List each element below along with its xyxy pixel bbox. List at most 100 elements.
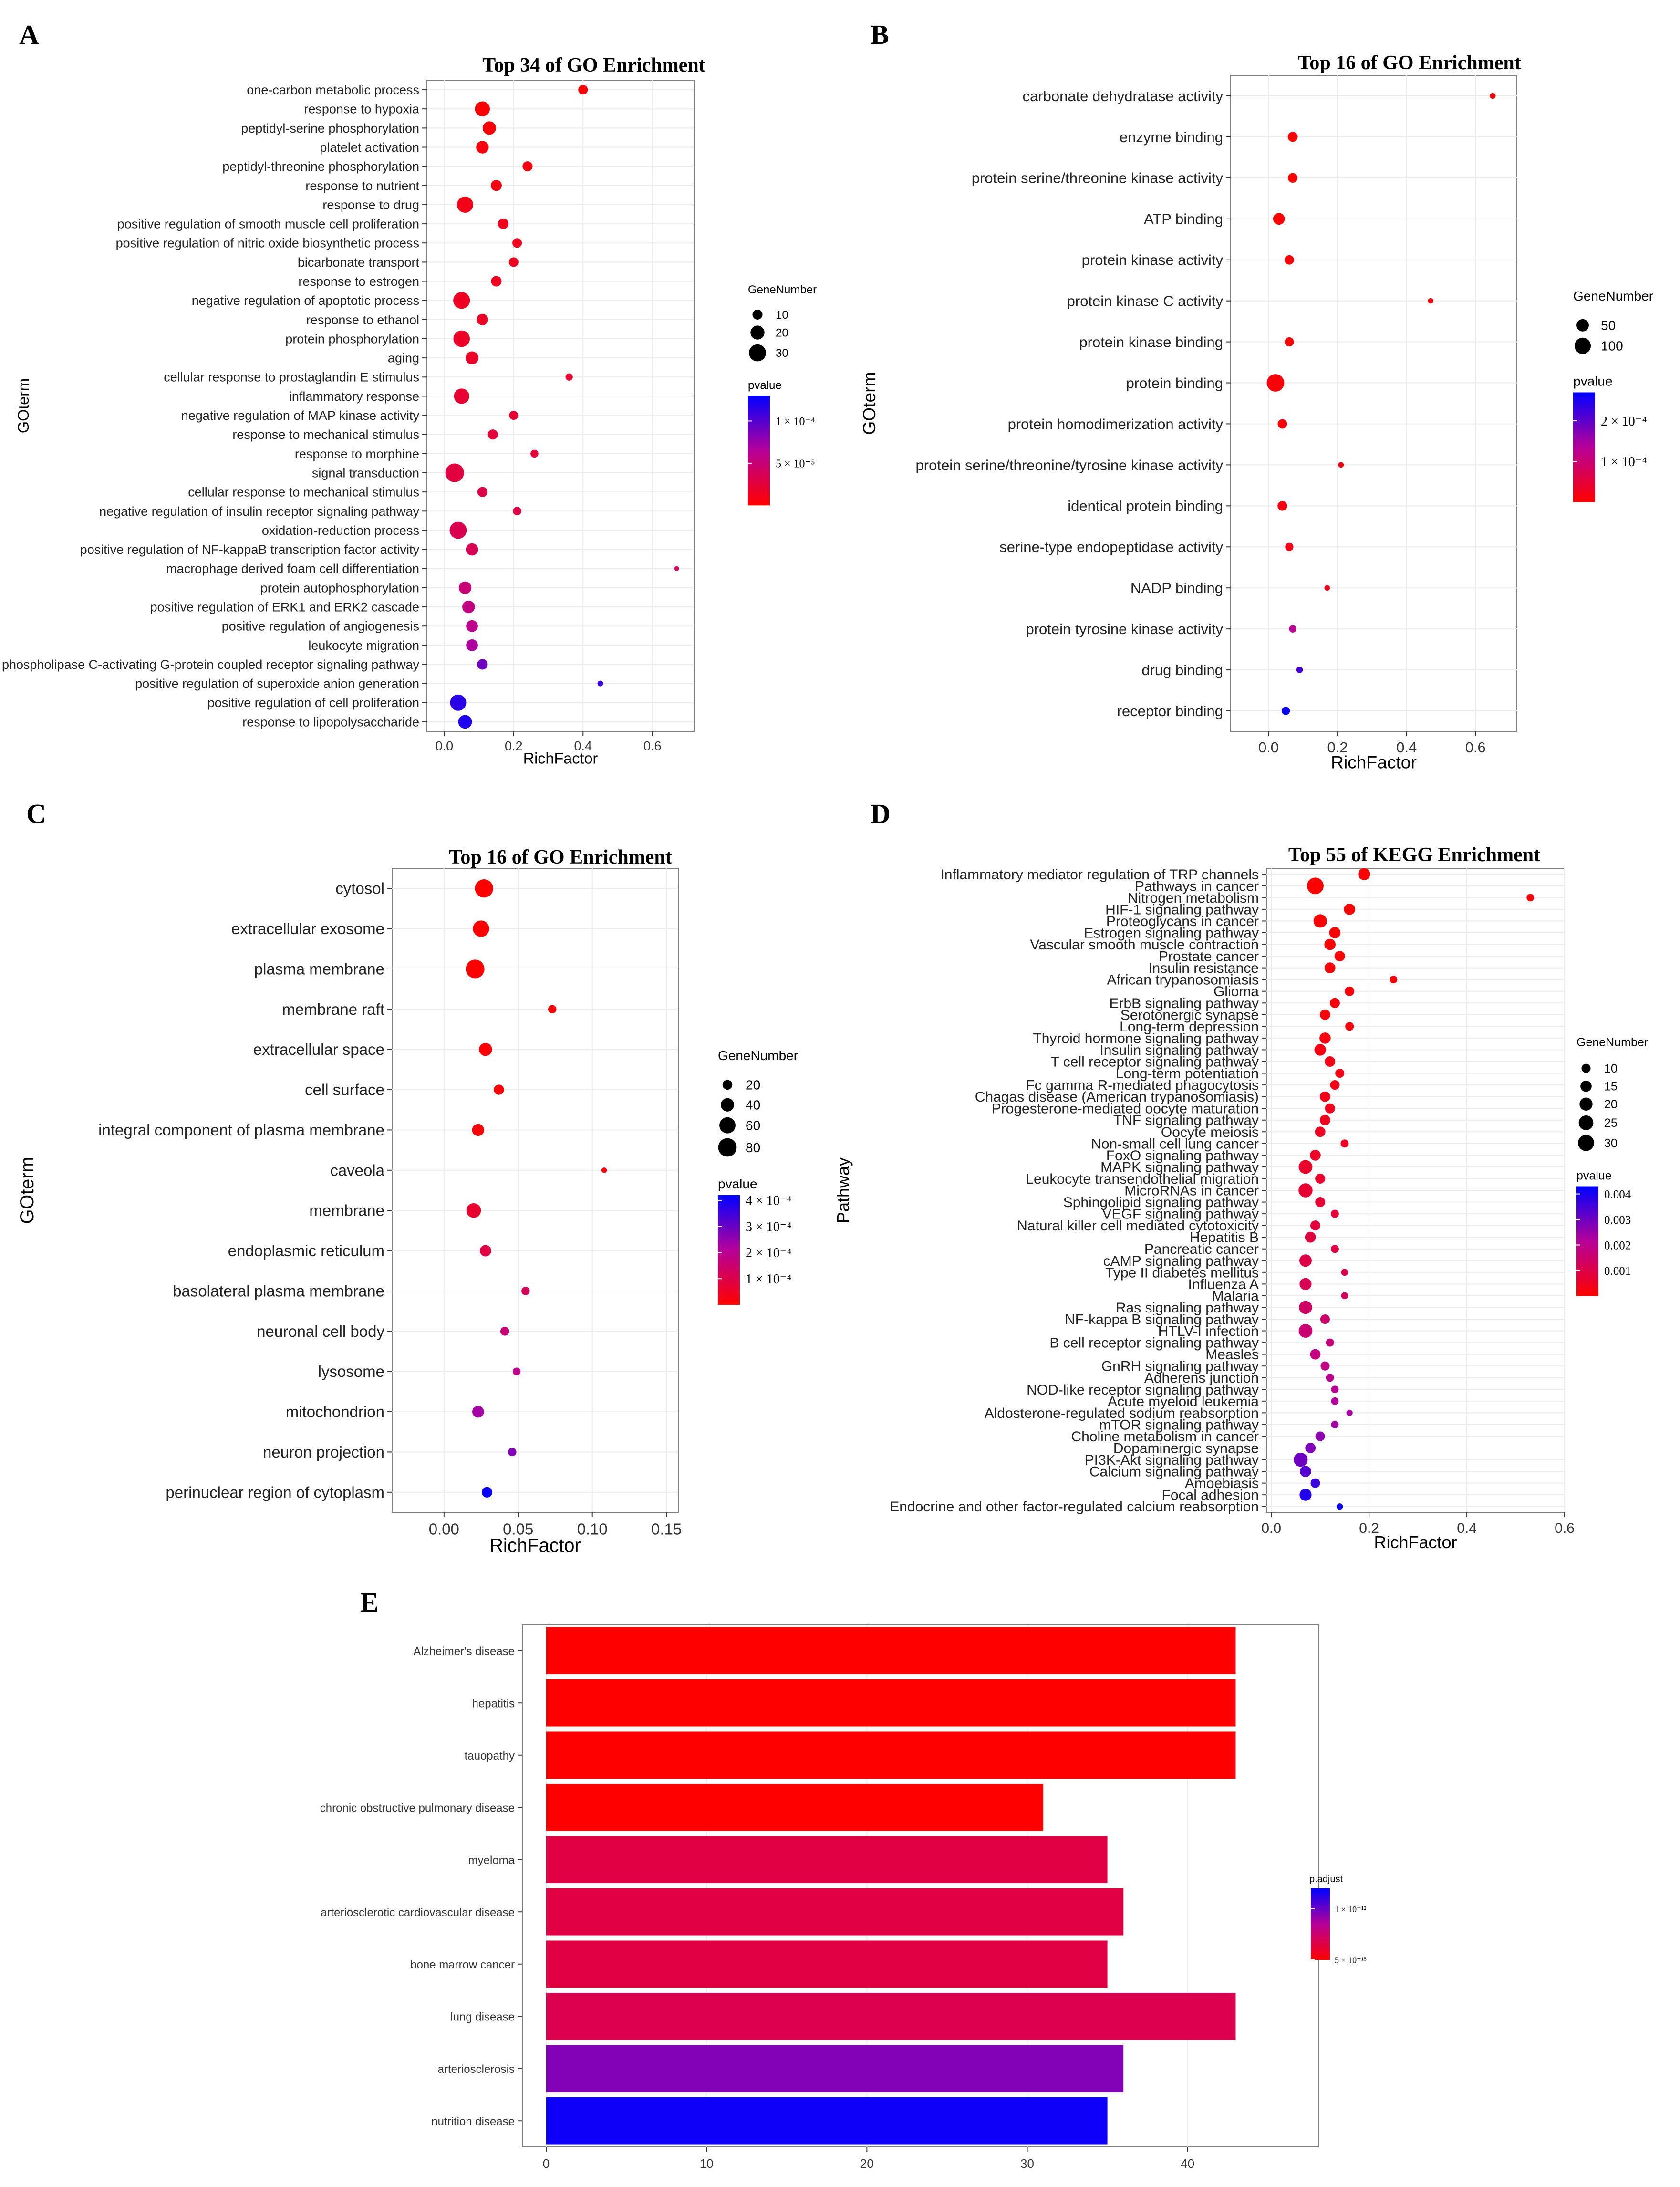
panel-c-point-plasma-membrane: [466, 959, 485, 979]
panel-d-term-label: Choline metabolism in cancer: [1071, 1429, 1259, 1445]
panel-d-size-legend-key: [1581, 1063, 1591, 1073]
panel-d-term-label: VEGF signaling pathway: [1102, 1207, 1259, 1222]
panel-a-tick-label: 0.6: [643, 739, 662, 753]
panel-e-term-label: myeloma: [468, 1854, 515, 1867]
panel-b-term-label: NADP binding: [1130, 580, 1223, 596]
panel-a-size-legend-title: GeneNumber: [748, 283, 817, 296]
panel-a-point-response-to-ethanol: [477, 313, 488, 325]
panel-e-bar-nutrition-disease: [546, 2097, 1108, 2145]
panel-e-color-bar: [1311, 1888, 1330, 1960]
panel-a-point-protein-autophosphorylation: [458, 581, 472, 594]
panel-d-size-legend-label: 10: [1604, 1062, 1618, 1075]
panel-e-bar-myeloma: [546, 1836, 1108, 1884]
panel-letter-a: A: [19, 19, 39, 50]
panel-c-point-integral-component-of-plasma-membrane: [472, 1124, 484, 1136]
panel-b-term-label: protein kinase activity: [1082, 252, 1224, 269]
panel-c-tick-label: 0.05: [503, 1520, 533, 1538]
panel-a-term-label: one-carbon metabolic process: [247, 83, 419, 97]
panel-c-size-legend-label: 20: [746, 1078, 760, 1093]
panel-b-point-protein-kinase-activity: [1285, 255, 1294, 265]
panel-c-term-label: mitochondrion: [286, 1403, 384, 1421]
panel-c-tick-label: 0.10: [577, 1520, 608, 1538]
panel-b-term-label: receptor binding: [1117, 703, 1223, 719]
panel-e-color-legend-label: 1 × 10⁻¹²: [1335, 1905, 1366, 1914]
panel-d-point-glioma: [1345, 986, 1355, 996]
panel-a-point-platelet-activation: [476, 141, 489, 154]
panel-d-term-label: Nitrogen metabolism: [1128, 890, 1259, 906]
panel-c-term-label: plasma membrane: [254, 960, 384, 978]
panel-a-point-positive-regulation-of-smooth-muscle-cell-proliferation: [498, 219, 509, 229]
panel-d-point-calcium-signaling-pathway: [1300, 1466, 1311, 1477]
panel-c-point-lysosome: [512, 1367, 521, 1375]
panel-d-point-leukocyte-transendothelial-migration: [1315, 1173, 1326, 1184]
panel-d-point-pancreatic-cancer: [1330, 1245, 1339, 1253]
panel-d-point-micrornas-in-cancer: [1298, 1183, 1313, 1198]
panel-c-term-label: neuronal cell body: [257, 1323, 384, 1340]
panel-a-point-positive-regulation-of-erk1-and-erk2-cascade: [462, 600, 475, 614]
panel-d-term-label: NOD-like receptor signaling pathway: [1027, 1382, 1259, 1398]
panel-d-term-label: Prostate cancer: [1159, 949, 1259, 965]
panel-c-point-endoplasmic-reticulum: [479, 1245, 491, 1257]
panel-d-point-mapk-signaling-pathway: [1298, 1160, 1313, 1174]
panel-d-tick-label: 0.4: [1457, 1520, 1477, 1536]
panel-d-term-label: Insulin resistance: [1148, 960, 1259, 976]
panel-c-size-legend-label: 60: [746, 1118, 760, 1133]
panel-b-point-protein-serine-threonine-tyrosine-kinase-activity: [1338, 462, 1344, 468]
panel-letter-d: D: [871, 798, 891, 829]
panel-d-point-malaria: [1341, 1292, 1348, 1300]
panel-a-term-label: protein phosphorylation: [285, 332, 419, 346]
panel-b-term-label: protein binding: [1126, 375, 1223, 391]
panel-e-bar-alzheimer-s-disease: [546, 1627, 1236, 1675]
panel-d-term-label: Hepatitis B: [1190, 1230, 1259, 1246]
panel-d-color-legend-label: 0.003: [1604, 1214, 1631, 1227]
panel-a-size-legend-label: 10: [776, 309, 788, 322]
panel-e-bar-arteriosclerosis: [546, 2045, 1124, 2093]
panel-c-point-perinuclear-region-of-cytoplasm: [481, 1487, 493, 1498]
panel-d-point-natural-killer-cell-mediated-cytotoxicity: [1310, 1220, 1320, 1231]
panel-c-point-extracellular-exosome: [473, 920, 489, 937]
panel-a-term-label: leukocyte migration: [308, 638, 419, 653]
panel-b-point-enzyme-binding: [1287, 132, 1298, 142]
panel-d-color-legend-label: 0.001: [1604, 1265, 1631, 1278]
panel-d-term-label: GnRH signaling pathway: [1101, 1359, 1259, 1375]
panel-e-bar-hepatitis: [546, 1679, 1236, 1727]
panel-a-point-cellular-response-to-mechanical-stimulus: [477, 487, 487, 497]
panel-a-tick-label: 0.4: [574, 739, 592, 753]
panel-d-point-hepatitis-b: [1305, 1231, 1316, 1243]
panel-d-term-label: Pathways in cancer: [1135, 878, 1259, 894]
panel-c-term-label: basolateral plasma membrane: [173, 1282, 384, 1300]
panel-a-plot-area: [426, 80, 695, 732]
panel-b-title: Top 16 of GO Enrichment: [1298, 52, 1521, 74]
panel-b-term-label: ATP binding: [1144, 211, 1223, 228]
panel-a-point-negative-regulation-of-map-kinase-activity: [509, 411, 519, 420]
panel-d-term-label: Thyroid hormone signaling pathway: [1033, 1031, 1259, 1046]
panel-a-point-bicarbonate-transport: [508, 257, 519, 267]
panel-c-term-label: extracellular exosome: [231, 920, 384, 937]
panel-c-term-label: integral component of plasma membrane: [98, 1121, 384, 1139]
panel-c-point-mitochondrion: [472, 1406, 484, 1418]
panel-d-tick-label: 0.2: [1359, 1520, 1379, 1536]
panel-b-point-drug-binding: [1296, 667, 1303, 673]
panel-e-bar-arteriosclerotic-cardiovascular-disease: [546, 1888, 1124, 1936]
panel-c-point-caveola: [601, 1167, 607, 1173]
panel-d-point-inflammatory-mediator-regulation-of-trp-channels: [1358, 868, 1370, 880]
panel-b-size-legend-key: [1574, 337, 1591, 354]
panel-b-color-legend-label: 2 × 10⁻⁴: [1601, 414, 1647, 429]
panel-d-point-mtor-signaling-pathway: [1331, 1421, 1339, 1428]
panel-d-term-label: Dopaminergic synapse: [1113, 1441, 1259, 1457]
panel-d-term-label: Fc gamma R-mediated phagocytosis: [1026, 1078, 1259, 1094]
panel-d-term-label: Estrogen signaling pathway: [1084, 926, 1259, 941]
panel-a-term-label: response to lipopolysaccharide: [242, 715, 419, 729]
panel-d-size-legend-label: 25: [1604, 1116, 1618, 1130]
panel-c-term-label: cell surface: [305, 1081, 384, 1099]
panel-d-point-erbb-signaling-pathway: [1329, 998, 1340, 1008]
panel-d-term-label: Glioma: [1213, 984, 1259, 1000]
panel-a-point-macrophage-derived-foam-cell-differentiation: [674, 566, 679, 571]
panel-d-term-label: B cell receptor signaling pathway: [1049, 1335, 1259, 1351]
panel-c-term-label: perinuclear region of cytoplasm: [166, 1483, 384, 1501]
panel-d-point-long-term-potentiation: [1335, 1069, 1345, 1078]
panel-a-point-phospholipase-c-activating-g-protein-coupled-receptor-signaling-pathway: [477, 659, 488, 670]
panel-c-size-legend-key: [718, 1138, 737, 1157]
panel-d-point-dopaminergic-synapse: [1305, 1443, 1316, 1453]
panel-a-term-label: response to ethanol: [306, 312, 419, 327]
